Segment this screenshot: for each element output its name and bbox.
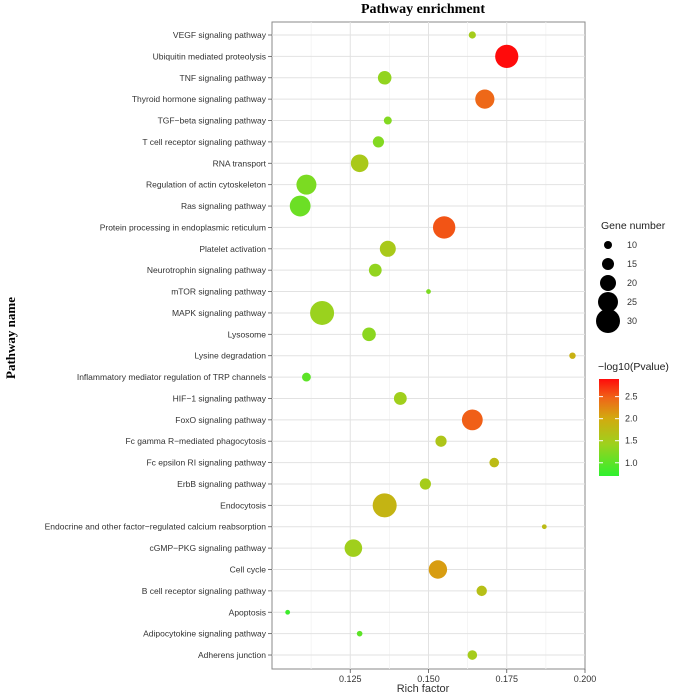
data-point <box>468 31 476 39</box>
data-point <box>393 392 407 405</box>
category-label: B cell receptor signaling pathway <box>142 586 267 596</box>
size-legend-dot <box>604 241 612 249</box>
category-label: RNA transport <box>213 158 267 168</box>
data-point <box>428 560 448 579</box>
data-point <box>461 409 483 431</box>
x-tick-label: 0.150 <box>417 674 440 684</box>
category-label: T cell receptor signaling pathway <box>142 137 266 147</box>
size-legend: Gene number 10 15 20 25 30 <box>596 220 666 333</box>
category-label: Protein processing in endoplasmic reticu… <box>100 222 266 232</box>
category-label: Neurotrophin signaling pathway <box>147 265 267 275</box>
data-point <box>467 650 478 660</box>
data-point <box>383 116 392 125</box>
category-label: Endocytosis <box>220 500 266 510</box>
data-point <box>432 216 456 239</box>
data-point <box>435 435 447 447</box>
size-legend-dot <box>598 292 618 312</box>
category-label: Endocrine and other factor−regulated cal… <box>45 522 267 532</box>
category-label: Ras signaling pathway <box>181 201 267 211</box>
data-point <box>426 289 431 294</box>
data-point <box>289 195 311 217</box>
category-label: Lysine degradation <box>194 351 266 361</box>
color-legend-label: 2.5 <box>625 392 638 402</box>
color-legend-bar <box>599 379 619 476</box>
category-label: Inflammatory mediator regulation of TRP … <box>77 372 266 382</box>
data-point <box>475 89 495 109</box>
category-label: ErbB signaling pathway <box>177 479 267 489</box>
size-legend-dot <box>602 258 614 270</box>
category-label: Fc epsilon RI signaling pathway <box>146 458 266 468</box>
data-point <box>372 136 385 148</box>
size-legend-dot <box>596 309 620 333</box>
data-point <box>569 352 576 359</box>
x-axis-label: Rich factor <box>397 683 450 695</box>
color-legend-label: 1.0 <box>625 458 638 468</box>
data-point <box>489 457 500 468</box>
size-legend-title: Gene number <box>601 220 666 232</box>
x-tick-labels: 0.125 0.150 0.175 0.200 <box>339 669 596 684</box>
color-legend-label: 1.5 <box>625 436 638 446</box>
category-label: TNF signaling pathway <box>180 73 267 83</box>
data-point <box>419 478 431 490</box>
x-tick-label: 0.200 <box>574 674 597 684</box>
size-legend-dot <box>600 275 616 291</box>
data-point <box>372 493 397 518</box>
data-point <box>302 372 311 382</box>
category-label: Fc gamma R−mediated phagocytosis <box>125 436 266 446</box>
category-label: Thyroid hormone signaling pathway <box>132 94 267 104</box>
category-label: Adipocytokine signaling pathway <box>143 629 267 639</box>
color-legend: −log10(Pvalue) 2.5 2.0 1.5 1.0 <box>598 361 669 476</box>
color-legend-title: −log10(Pvalue) <box>598 361 669 373</box>
data-point <box>379 240 396 257</box>
category-label: Lysosome <box>228 329 267 339</box>
category-label: Ubiquitin mediated proteolysis <box>153 51 266 61</box>
size-legend-label: 10 <box>627 240 637 250</box>
data-point <box>344 539 363 557</box>
size-legend-label: 15 <box>627 259 637 269</box>
data-points <box>285 31 576 660</box>
category-label: Cell cycle <box>230 565 267 575</box>
data-point <box>476 585 487 597</box>
data-point <box>541 524 547 530</box>
data-point <box>377 70 392 85</box>
category-label: Apoptosis <box>229 607 266 617</box>
x-tick-label: 0.175 <box>495 674 518 684</box>
category-label: MAPK signaling pathway <box>172 308 267 318</box>
data-point <box>296 174 317 195</box>
data-point <box>350 154 369 173</box>
data-point <box>285 609 291 615</box>
data-point <box>356 630 363 637</box>
category-label: mTOR signaling pathway <box>171 287 267 297</box>
data-point <box>362 327 376 342</box>
data-point <box>368 263 382 277</box>
data-point <box>495 44 519 68</box>
category-labels: VEGF signaling pathway Ubiquitin mediated… <box>45 30 272 660</box>
category-label: Adherens junction <box>198 650 266 660</box>
category-label: Regulation of actin cytoskeleton <box>146 180 266 190</box>
category-label: VEGF signaling pathway <box>173 30 267 40</box>
y-axis-label: Pathway name <box>3 297 18 379</box>
category-label: TGF−beta signaling pathway <box>158 116 267 126</box>
category-label: HIF−1 signaling pathway <box>173 393 267 403</box>
color-legend-label: 2.0 <box>625 414 638 424</box>
size-legend-label: 20 <box>627 278 637 288</box>
category-label: Platelet activation <box>199 244 266 254</box>
size-legend-label: 30 <box>627 316 637 326</box>
size-legend-label: 25 <box>627 297 637 307</box>
chart-title: Pathway enrichment <box>361 2 485 17</box>
x-tick-label: 0.125 <box>339 674 362 684</box>
category-label: FoxO signaling pathway <box>175 415 266 425</box>
data-point <box>310 300 335 325</box>
category-label: cGMP−PKG signaling pathway <box>150 543 267 553</box>
